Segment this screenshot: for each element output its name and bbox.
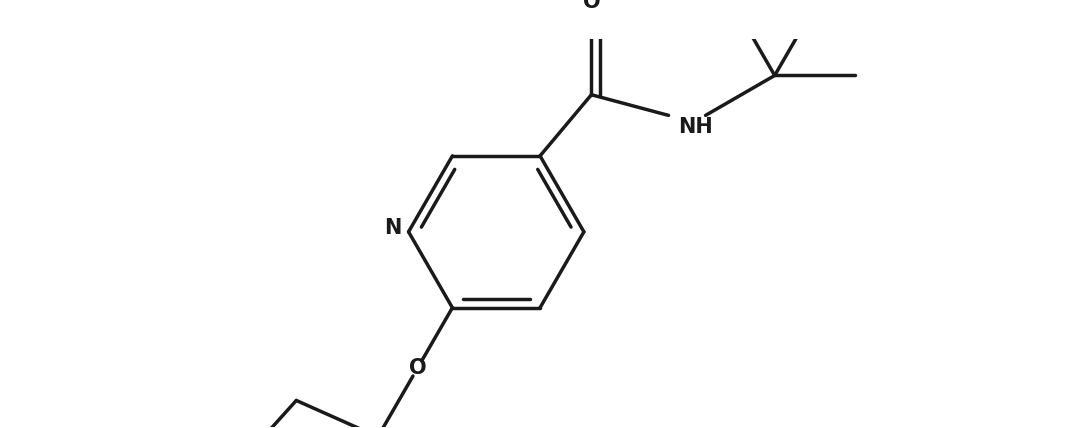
Text: NH: NH xyxy=(679,117,713,137)
Text: O: O xyxy=(582,0,601,12)
Text: O: O xyxy=(409,359,426,378)
Text: N: N xyxy=(385,218,402,238)
